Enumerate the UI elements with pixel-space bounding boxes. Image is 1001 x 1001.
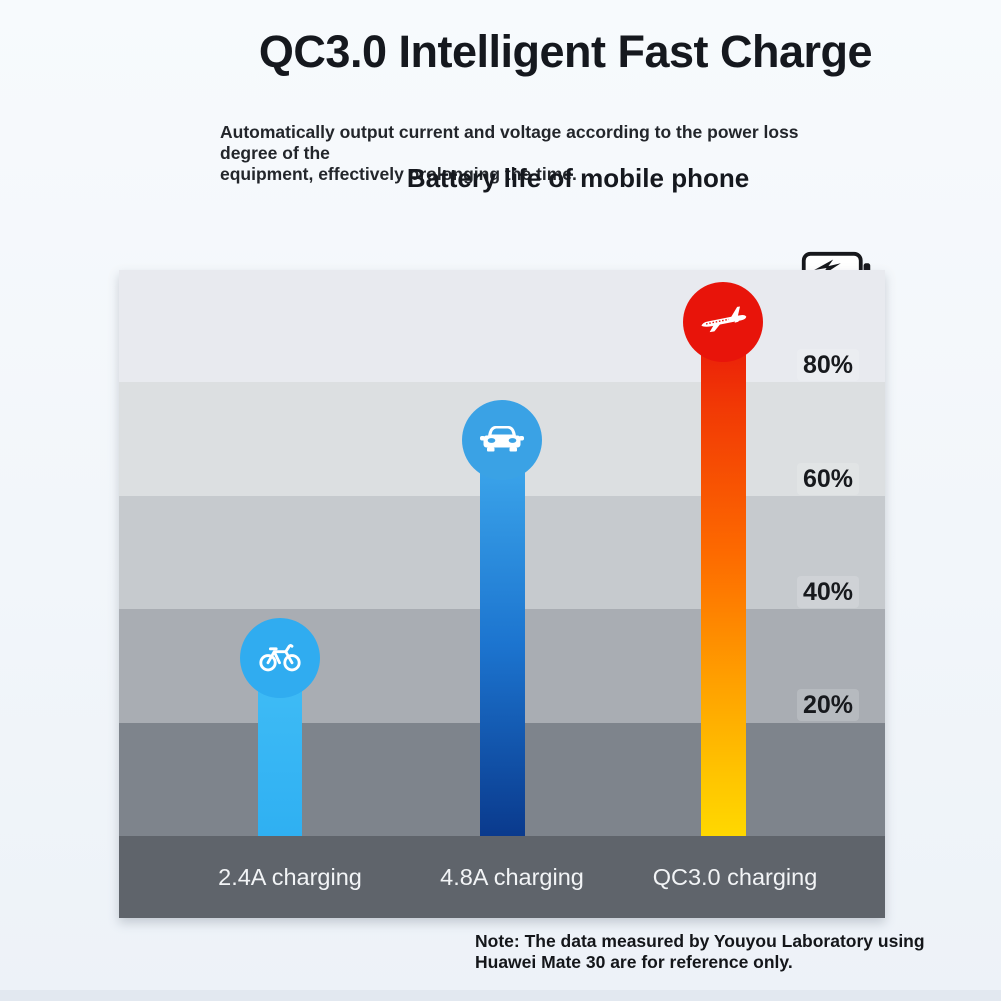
chart-area: 80% 60% 40% 20% bbox=[119, 270, 885, 918]
footnote-line-2: Huawei Mate 30 are for reference only. bbox=[475, 952, 793, 972]
page-title: QC3.0 Intelligent Fast Charge bbox=[258, 26, 873, 77]
x-axis-label-band bbox=[119, 836, 885, 918]
bicycle-icon bbox=[257, 639, 303, 678]
footnote: Note: The data measured by Youyou Labora… bbox=[475, 931, 925, 973]
ytick-20: 20% bbox=[796, 689, 859, 721]
bottom-strip bbox=[0, 990, 1001, 1001]
bubble-qc3 bbox=[683, 282, 763, 362]
car-icon bbox=[478, 421, 526, 460]
bar-qc3-charging bbox=[701, 322, 746, 836]
ytick-60: 60% bbox=[796, 463, 859, 495]
ytick-40: 40% bbox=[796, 576, 859, 608]
bar-4-8a-charging bbox=[480, 440, 525, 836]
ytick-80: 80% bbox=[796, 349, 859, 381]
subtitle-line-1: Automatically output current and voltage… bbox=[220, 122, 799, 163]
airplane-icon bbox=[698, 304, 748, 341]
category-label-4-8a: 4.8A charging bbox=[440, 864, 584, 890]
subtitle-line-2: equipment, effectively prolonging the ti… bbox=[220, 164, 577, 184]
bubble-2-4a bbox=[240, 618, 320, 698]
bubble-4-8a bbox=[462, 400, 542, 480]
category-label-2-4a: 2.4A charging bbox=[218, 864, 362, 890]
band-80-100 bbox=[119, 270, 885, 382]
page-subtitle: Automatically output current and voltage… bbox=[220, 122, 860, 185]
footnote-line-1: Note: The data measured by Youyou Labora… bbox=[475, 931, 925, 951]
chart-title: Battery life of mobile phone bbox=[406, 163, 750, 193]
category-label-qc3: QC3.0 charging bbox=[652, 864, 818, 890]
